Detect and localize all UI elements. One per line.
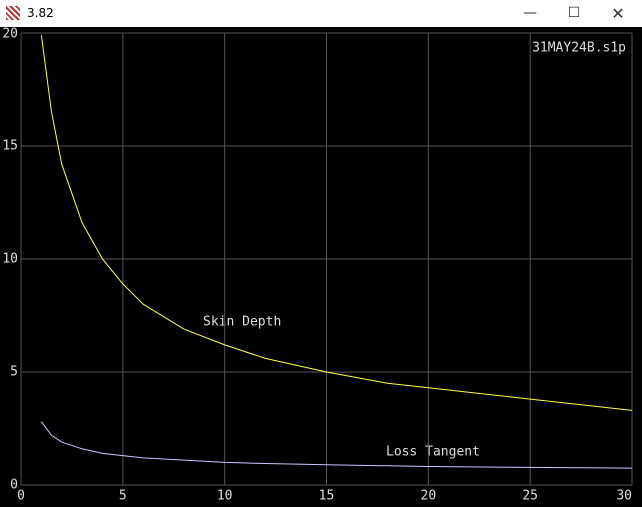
y-tick-label: 15	[2, 139, 18, 154]
file-name: 31MAY24B.s1p	[532, 41, 626, 56]
curve-label: Loss Tangent	[386, 445, 480, 460]
curve	[40, 35, 633, 411]
close-button[interactable]: ✕	[611, 4, 625, 23]
chart: 31MAY24B.s1p Skin Depth Loss Tangent 0 5 1…	[0, 27, 642, 507]
y-tick-label: 5	[10, 365, 18, 380]
x-tick-label: 15	[319, 489, 335, 504]
x-tick-label: 30	[616, 489, 632, 504]
plot-background	[0, 27, 642, 507]
window-title: 3.82	[27, 6, 54, 20]
app-icon	[6, 6, 20, 20]
x-tick-label: 25	[522, 489, 538, 504]
maximize-button[interactable]: ☐	[567, 5, 581, 21]
x-tick-label: 20	[421, 489, 437, 504]
title-bar: 3.82 — ☐ ✕	[0, 0, 642, 27]
y-tick-label: 20	[2, 27, 18, 42]
y-tick-label: 0	[10, 478, 18, 493]
minimize-button[interactable]: —	[523, 5, 537, 21]
y-tick-label: 10	[2, 252, 18, 267]
curve	[40, 421, 633, 469]
x-tick-label: 0	[17, 489, 25, 504]
x-tick-label: 5	[119, 489, 127, 504]
x-tick-label: 10	[217, 489, 233, 504]
curve-label: Skin Depth	[203, 315, 281, 330]
